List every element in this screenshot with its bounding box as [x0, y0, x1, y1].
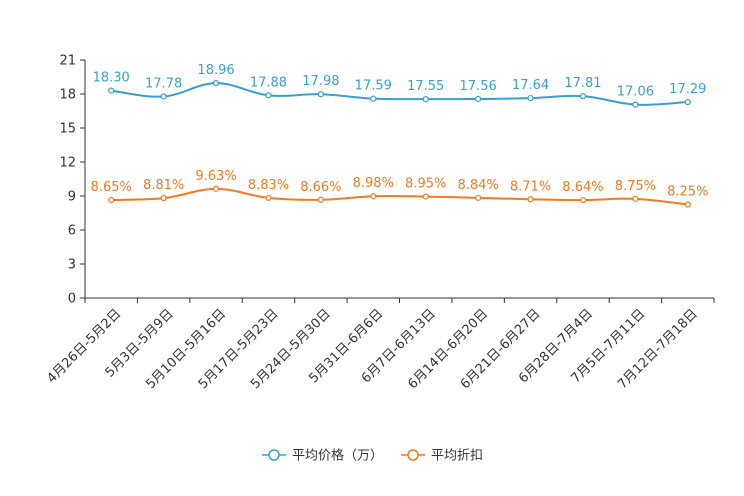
data-point[interactable]: [684, 201, 691, 208]
data-point[interactable]: [108, 87, 115, 94]
y-tick-label: 15: [59, 122, 76, 137]
data-point[interactable]: [160, 93, 167, 100]
data-label: 9.63%: [195, 169, 236, 184]
data-label: 17.88: [250, 75, 287, 90]
data-point[interactable]: [632, 195, 639, 202]
data-label: 17.56: [460, 79, 497, 94]
y-tick-label: 3: [68, 258, 76, 273]
data-point[interactable]: [317, 196, 324, 203]
data-label: 8.95%: [405, 177, 446, 192]
data-label: 8.64%: [562, 180, 603, 195]
data-label: 17.98: [302, 74, 339, 89]
y-tick-label: 12: [59, 156, 76, 171]
data-label: 17.59: [355, 79, 392, 94]
data-label: 8.81%: [143, 178, 184, 193]
legend-item-2[interactable]: 平均折扣: [401, 449, 483, 464]
axes: 0369121518214月26日-5月2日5月3日-5月9日5月10日-5月1…: [44, 54, 715, 392]
y-tick-label: 18: [59, 88, 76, 103]
data-label: 17.78: [145, 76, 182, 91]
data-point[interactable]: [212, 185, 220, 192]
legend-label: 平均价格（万）: [292, 448, 383, 464]
data-point[interactable]: [527, 94, 534, 102]
data-label: 8.66%: [300, 180, 341, 195]
data-point[interactable]: [160, 195, 167, 202]
data-label: 8.98%: [353, 176, 394, 191]
data-label: 8.71%: [510, 179, 551, 194]
data-label: 18.96: [197, 63, 234, 78]
y-tick-label: 6: [68, 224, 76, 239]
data-point[interactable]: [212, 80, 220, 87]
legend-label: 平均折扣: [431, 449, 483, 464]
series-2: 8.65% 8.81% 9.63% 8.83% 8.66% 8.98% 8.95% 8.84%…: [91, 169, 708, 208]
data-label: 8.75%: [615, 179, 656, 194]
data-label: 8.84%: [457, 178, 498, 193]
legend-marker-icon: [268, 449, 280, 461]
legend-marker-icon: [407, 449, 419, 461]
series-1: 18.30 17.78 18.96 17.88 17.98 17.59 17.55 17.56…: [93, 63, 706, 108]
data-label: 17.55: [407, 79, 444, 94]
data-point[interactable]: [422, 95, 429, 103]
data-label: 17.06: [617, 85, 654, 100]
data-point[interactable]: [579, 93, 587, 100]
data-point[interactable]: [475, 194, 482, 201]
data-point[interactable]: [370, 95, 377, 102]
y-tick-label: 21: [59, 54, 76, 69]
series-line: [111, 187, 688, 206]
y-tick-label: 9: [68, 190, 76, 205]
data-point[interactable]: [422, 193, 429, 200]
data-point[interactable]: [475, 95, 482, 103]
data-point[interactable]: [265, 92, 272, 99]
data-point[interactable]: [317, 91, 324, 98]
legend-item-1[interactable]: 平均价格（万）: [262, 448, 383, 464]
data-label: 17.81: [564, 76, 601, 91]
data-point[interactable]: [632, 101, 639, 108]
data-point[interactable]: [108, 196, 115, 204]
series-line: [111, 82, 688, 106]
data-point[interactable]: [579, 196, 587, 204]
data-point[interactable]: [684, 98, 691, 106]
data-label: 17.64: [512, 78, 549, 93]
data-point[interactable]: [265, 194, 272, 202]
data-point[interactable]: [527, 196, 534, 203]
data-point[interactable]: [370, 193, 377, 200]
data-label: 8.83%: [248, 178, 289, 193]
data-label: 8.25%: [667, 185, 708, 200]
data-label: 18.30: [93, 71, 130, 86]
data-label: 8.65%: [91, 180, 132, 195]
legend[interactable]: 平均价格（万） 平均折扣: [262, 448, 483, 464]
data-label: 17.29: [669, 82, 706, 97]
y-tick-label: 0: [68, 292, 76, 307]
series-layer: 18.30 17.78 18.96 17.88 17.98 17.59 17.55 17.56…: [91, 63, 708, 208]
